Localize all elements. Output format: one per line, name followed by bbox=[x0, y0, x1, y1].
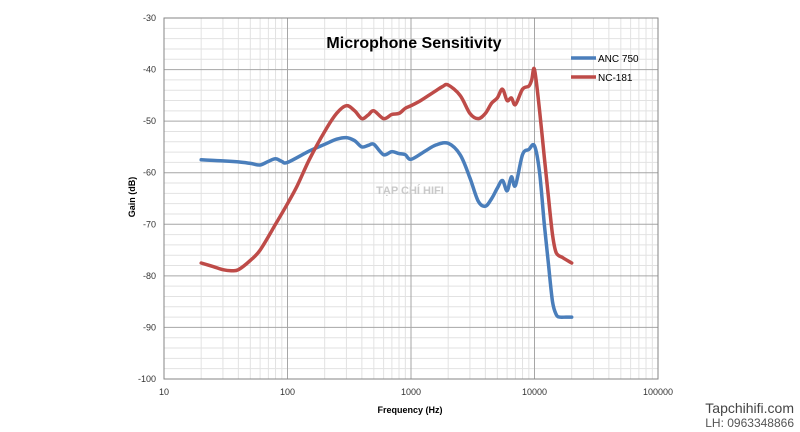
y-tick-label: -80 bbox=[143, 271, 156, 281]
credit-phone: LH: 0963348866 bbox=[705, 416, 794, 430]
legend-label: ANC 750 bbox=[598, 54, 639, 65]
plot-frame bbox=[163, 17, 659, 380]
legend-label: NC-181 bbox=[598, 73, 633, 84]
x-tick-label: 10000 bbox=[522, 387, 547, 397]
x-axis-label: Frequency (Hz) bbox=[377, 405, 442, 415]
chart-title: Microphone Sensitivity bbox=[326, 35, 501, 52]
y-tick-label: -50 bbox=[143, 116, 156, 126]
x-tick-label: 100000 bbox=[643, 387, 673, 397]
series-line-nc-181 bbox=[199, 66, 574, 273]
y-tick-label: -100 bbox=[138, 374, 156, 384]
y-axis-label: Gain (dB) bbox=[127, 177, 137, 218]
y-tick-label: -40 bbox=[143, 65, 156, 75]
x-tick-label: 100 bbox=[280, 387, 295, 397]
y-tick-labels: -30 -40 -50 -60 -70 -80 -90 -100 bbox=[138, 13, 156, 384]
x-tick-label: 10 bbox=[159, 387, 169, 397]
series-lines bbox=[199, 66, 574, 320]
y-tick-label: -70 bbox=[143, 219, 156, 229]
credit-site: Tapchihifi.com bbox=[705, 400, 794, 416]
y-tick-label: -30 bbox=[143, 13, 156, 23]
x-tick-labels: 10 100 1000 10000 100000 bbox=[159, 387, 673, 397]
x-tick-label: 1000 bbox=[401, 387, 421, 397]
y-tick-label: -60 bbox=[143, 168, 156, 178]
y-tick-label: -90 bbox=[143, 322, 156, 332]
series-line-anc-750 bbox=[199, 135, 574, 320]
watermark: TẠP CHÍ HIFI bbox=[376, 184, 444, 197]
legend: ANC 750 NC-181 bbox=[571, 54, 639, 84]
